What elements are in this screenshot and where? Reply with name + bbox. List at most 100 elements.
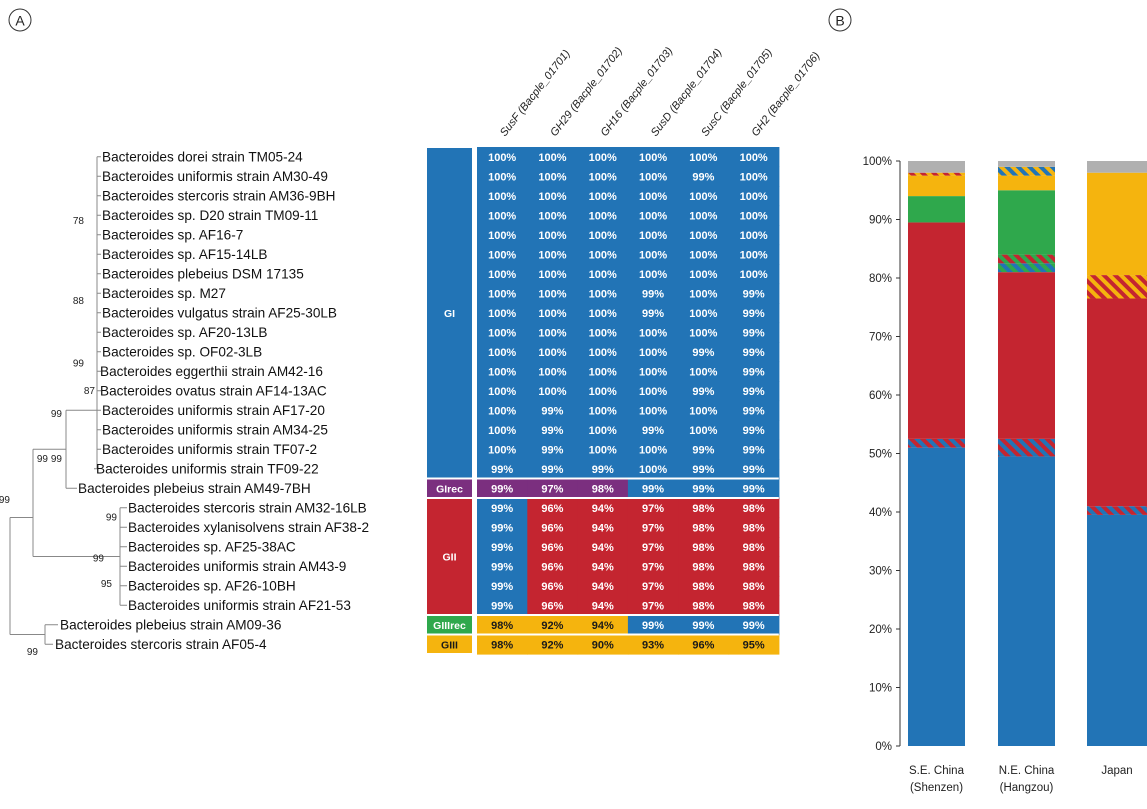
group-column: GI GIrec GII GIIIrec GIII: [427, 148, 472, 653]
table-cell: [477, 459, 528, 480]
cell-value: 99%: [692, 445, 714, 457]
table-cell: [678, 615, 730, 636]
table-cell: [678, 361, 730, 382]
cell-value: 99%: [692, 620, 714, 632]
species-label: Bacteroides sp. AF16-7: [102, 228, 243, 243]
bootstrap-value: 99: [27, 647, 39, 658]
cell-value: 100%: [639, 191, 667, 203]
table-cell: [527, 420, 579, 441]
species-label: Bacteroides sp. AF26-10BH: [128, 579, 296, 594]
table-cell: [627, 381, 679, 402]
table-cell: [577, 361, 629, 382]
cell-value: 100%: [740, 152, 768, 164]
cell-value: 98%: [692, 562, 714, 574]
table-cell: [577, 166, 629, 187]
cell-value: 100%: [538, 191, 566, 203]
table-cell: [627, 420, 679, 441]
cell-value: 100%: [589, 328, 617, 340]
table-cell: [627, 205, 679, 226]
table-cell: [728, 303, 780, 324]
table-cell: [527, 186, 579, 207]
table-cell: [678, 322, 730, 343]
cell-value: 100%: [589, 406, 617, 418]
y-tick-label: 20%: [869, 624, 892, 636]
species-label: Bacteroides dorei strain TM05-24: [102, 150, 303, 165]
table-cell: [728, 439, 780, 460]
cell-value: 100%: [689, 250, 717, 262]
table-cell: [678, 537, 730, 558]
table-cell: [477, 186, 528, 207]
table-cell: [678, 244, 730, 265]
table-cell: [728, 361, 780, 382]
table-cell: [477, 615, 528, 636]
table-cell: [577, 459, 629, 480]
gene-column-headers: SusF (Bacple_01701)GH29 (Bacple_01702)GH…: [498, 45, 823, 139]
cell-value: 100%: [589, 308, 617, 320]
cell-value: 99%: [743, 406, 765, 418]
table-cell: [527, 400, 579, 421]
table-cell: [728, 556, 780, 577]
cell-value: 100%: [689, 425, 717, 437]
bootstrap-value: 99: [73, 358, 85, 369]
table-cell: [477, 517, 528, 538]
bar-segment: [908, 222, 965, 439]
cell-value: 99%: [642, 484, 664, 496]
x-tick-sublabel: (Shenzen): [910, 782, 963, 794]
species-label: Bacteroides eggerthii strain AM42-16: [100, 364, 323, 379]
cell-value: 99%: [692, 347, 714, 359]
table-cell: [678, 556, 730, 577]
cell-value: 100%: [689, 211, 717, 223]
cell-value: 98%: [692, 601, 714, 613]
table-cell: [627, 615, 679, 636]
species-label: Bacteroides xylanisolvens strain AF38-2: [128, 520, 369, 535]
cell-value: 94%: [592, 523, 614, 535]
cell-value: 100%: [639, 445, 667, 457]
cell-value: 99%: [491, 542, 513, 554]
cell-value: 100%: [538, 347, 566, 359]
cell-value: 99%: [743, 484, 765, 496]
cell-value: 100%: [589, 347, 617, 359]
table-cell: [577, 147, 629, 168]
cell-value: 100%: [689, 152, 717, 164]
cell-value: 94%: [592, 581, 614, 593]
table-cell: [477, 303, 528, 324]
cell-value: 98%: [743, 601, 765, 613]
y-tick-label: 10%: [869, 683, 892, 695]
table-cell: [577, 498, 629, 519]
cell-value: 100%: [740, 211, 768, 223]
table-cell: [527, 576, 579, 597]
species-label: Bacteroides ovatus strain AF14-13AC: [100, 384, 327, 399]
cell-value: 98%: [743, 523, 765, 535]
table-cell: [577, 537, 629, 558]
x-tick-label: S.E. China: [909, 765, 965, 777]
cell-value: 99%: [491, 503, 513, 515]
cell-value: 97%: [642, 503, 664, 515]
cell-value: 95%: [743, 640, 765, 652]
table-cell: [678, 400, 730, 421]
cell-value: 99%: [642, 425, 664, 437]
species-label: Bacteroides sp. M27: [102, 286, 226, 301]
cell-value: 99%: [491, 581, 513, 593]
table-cell: [477, 439, 528, 460]
table-cell: [678, 420, 730, 441]
table-cell: [678, 576, 730, 597]
table-cell: [577, 556, 629, 577]
cell-value: 100%: [589, 289, 617, 301]
cell-value: 99%: [743, 464, 765, 476]
table-cell: [527, 459, 579, 480]
y-tick-label: 40%: [869, 507, 892, 519]
cell-value: 99%: [692, 172, 714, 184]
cell-value: 98%: [692, 581, 714, 593]
table-cell: [678, 283, 730, 304]
group-label: GIIIrec: [433, 620, 466, 632]
cell-value: 100%: [488, 172, 516, 184]
cell-value: 94%: [592, 542, 614, 554]
table-cell: [527, 303, 579, 324]
panel-b-marker: B: [828, 8, 852, 32]
bootstrap-value: 87: [84, 386, 96, 397]
cell-value: 99%: [743, 386, 765, 398]
cell-value: 100%: [689, 367, 717, 379]
panel-a-label: A: [15, 13, 25, 29]
table-cell: [627, 517, 679, 538]
table-cell: [477, 322, 528, 343]
